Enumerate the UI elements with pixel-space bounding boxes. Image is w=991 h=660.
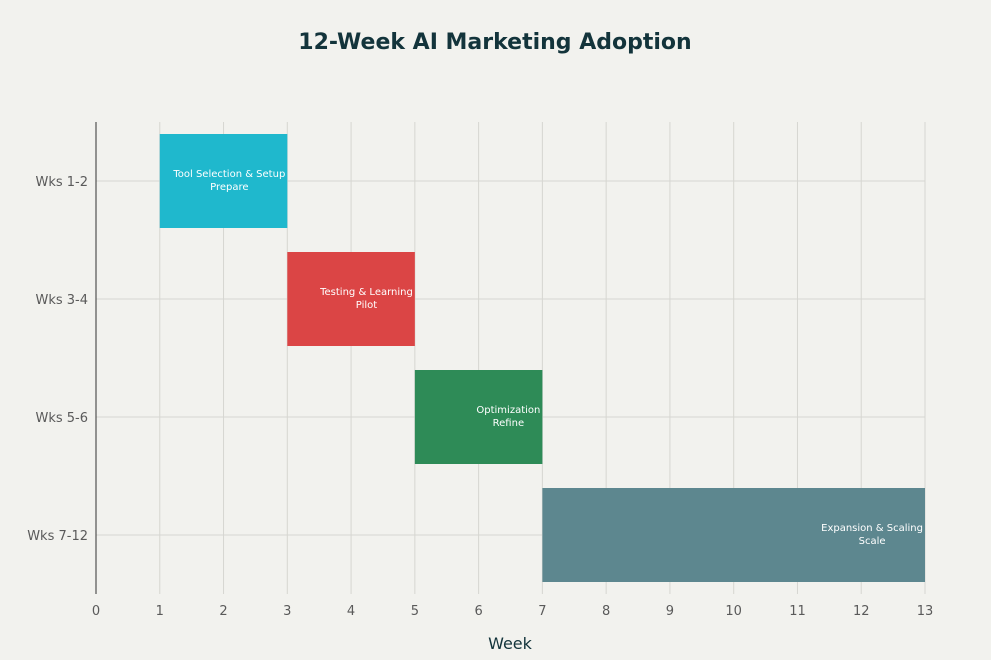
x-tick-label: 12 xyxy=(853,604,870,619)
x-tick-label: 13 xyxy=(917,604,934,619)
bar-label-line1: Expansion & Scaling xyxy=(821,523,923,534)
gantt-bar xyxy=(159,134,288,228)
x-tick-label: 5 xyxy=(411,604,419,619)
y-tick-label: Wks 3-4 xyxy=(35,293,88,308)
x-tick-label: 10 xyxy=(725,604,742,619)
x-tick-label: 9 xyxy=(666,604,674,619)
y-tick-label: Wks 1-2 xyxy=(35,175,88,190)
bars: Tool Selection & Setup Prepare Testing & L… xyxy=(159,134,925,582)
x-tick-label: 1 xyxy=(156,604,164,619)
x-tick-label: 8 xyxy=(602,604,610,619)
bar-label-line1: Optimization xyxy=(476,405,540,416)
bar-label-line1: Tool Selection & Setup xyxy=(172,169,285,180)
x-tick-label: 0 xyxy=(92,604,100,619)
x-axis-title: Week xyxy=(488,634,533,653)
x-tick-label: 11 xyxy=(789,604,806,619)
gantt-bar xyxy=(542,488,925,582)
gantt-bar xyxy=(287,252,415,346)
bar-label-line2: Refine xyxy=(493,418,524,429)
bar-label-line2: Scale xyxy=(859,536,886,547)
y-tick-label: Wks 7-12 xyxy=(27,529,88,544)
bar-label-line2: Prepare xyxy=(210,182,248,193)
x-tick-label: 3 xyxy=(283,604,291,619)
y-tick-label: Wks 5-6 xyxy=(35,411,88,426)
bar-label-line1: Testing & Learning xyxy=(319,287,413,298)
x-tick-label: 6 xyxy=(474,604,482,619)
gantt-bar xyxy=(414,370,543,464)
x-tick-label: 7 xyxy=(538,604,546,619)
x-tick-label: 2 xyxy=(219,604,227,619)
chart-title: 12-Week AI Marketing Adoption xyxy=(298,30,691,55)
bar-label-line2: Pilot xyxy=(356,300,377,311)
x-tick-label: 4 xyxy=(347,604,355,619)
